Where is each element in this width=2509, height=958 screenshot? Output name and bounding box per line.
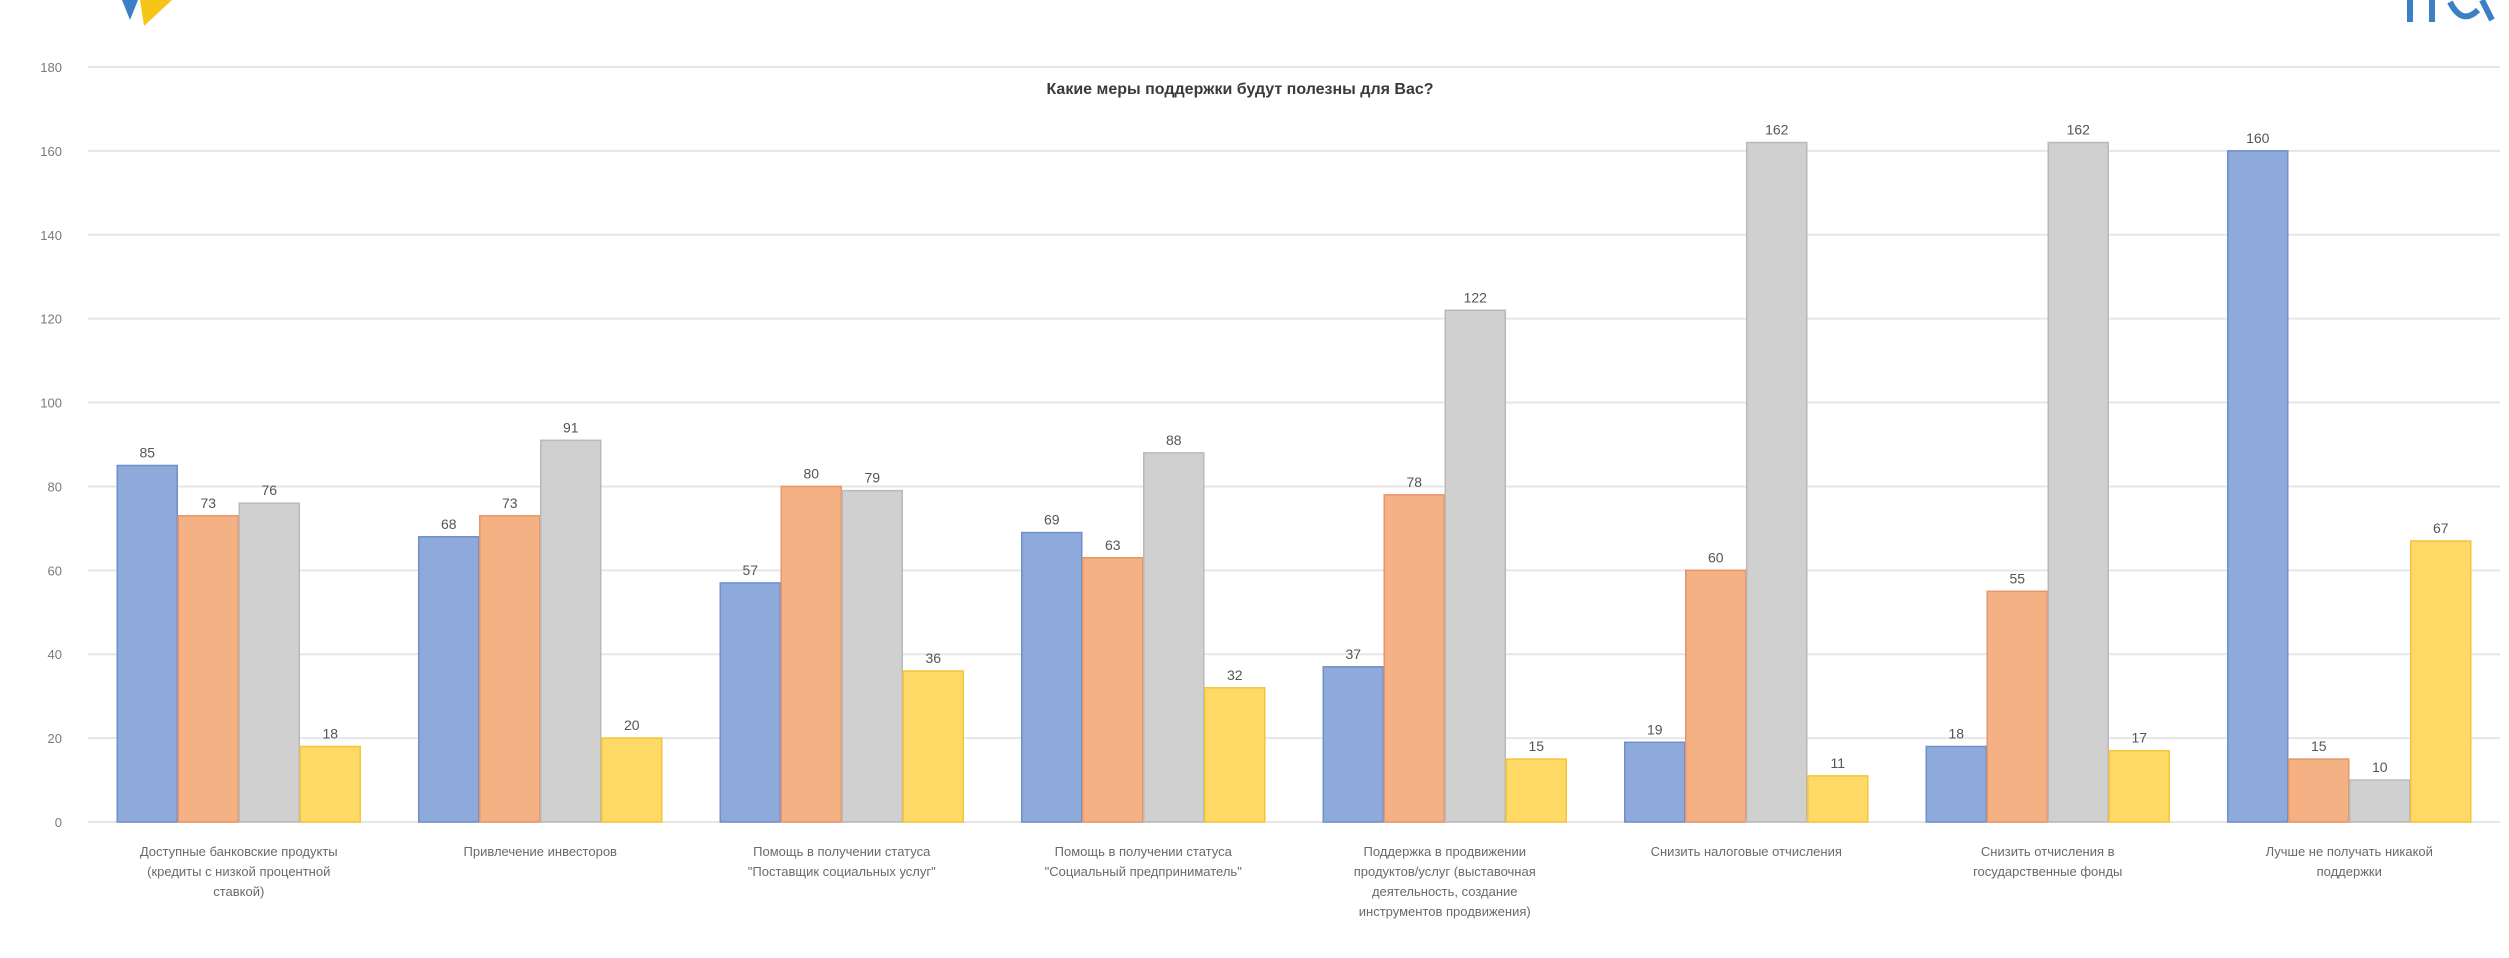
bar (1925, 745, 1987, 823)
bar (2349, 779, 2411, 823)
bar (1505, 758, 1567, 823)
data-label: 162 (1765, 122, 1789, 138)
data-label: 18 (1948, 726, 1964, 742)
data-label: 32 (1227, 667, 1243, 683)
data-label: 80 (803, 465, 819, 481)
logo-left-shape-blue (122, 0, 138, 20)
category-label: Лучше не получать никакой поддержки (2266, 844, 2433, 879)
y-tick-label: 140 (40, 228, 62, 243)
bar (2410, 540, 2472, 823)
logo-right (2407, 0, 2495, 22)
data-label: 15 (1528, 738, 1544, 754)
y-tick-label: 60 (48, 563, 62, 578)
data-label: 91 (563, 419, 579, 435)
bar (2288, 758, 2350, 823)
data-labels: 85 73 76 18 68 73 91 20 57 80 79 36 69 63 88 32 37 78 122 1… (139, 122, 2448, 776)
category-label: Доступные банковские продукты (кредиты с … (140, 844, 338, 899)
logo-right-arc (2447, 0, 2481, 20)
bar (1685, 569, 1747, 823)
data-label: 17 (2131, 730, 2147, 746)
category-label: Помощь в получении статуса "Поставщик соц… (748, 844, 936, 879)
data-label: 60 (1708, 549, 1724, 565)
data-label: 85 (139, 444, 155, 460)
bar (418, 536, 480, 823)
bar (1624, 741, 1686, 823)
chart-title: Какие меры поддержки будут полезны для В… (1046, 81, 1433, 98)
data-label: 122 (1464, 289, 1488, 305)
bar (1746, 141, 1808, 823)
data-label: 37 (1345, 646, 1361, 662)
bar (1143, 452, 1205, 823)
data-label: 78 (1406, 474, 1422, 490)
bar (177, 515, 239, 823)
category-label: Поддержка в продвижении продуктов/услуг (… (1354, 844, 1536, 919)
bar (2108, 749, 2170, 823)
bar (238, 502, 300, 823)
y-tick-label: 160 (40, 144, 62, 159)
data-label: 63 (1105, 537, 1121, 553)
bar (1444, 309, 1506, 823)
bar (719, 582, 781, 823)
bars (116, 141, 2472, 823)
bar (601, 737, 663, 823)
bar (1986, 590, 2048, 823)
data-label: 162 (2067, 122, 2091, 138)
data-label: 55 (2009, 570, 2025, 586)
data-label: 88 (1166, 432, 1182, 448)
data-label: 68 (441, 516, 457, 532)
y-tick-label: 0 (55, 815, 62, 830)
bar (1082, 557, 1144, 823)
bar (299, 745, 361, 823)
data-label: 57 (742, 562, 758, 578)
bar (540, 439, 602, 823)
bar (116, 464, 178, 823)
data-label: 73 (502, 495, 518, 511)
y-axis-ticks: 0 20 40 60 80 100 120 140 160 180 (40, 60, 62, 830)
bar (1204, 687, 1266, 823)
bar (1383, 494, 1445, 823)
data-label: 11 (1830, 755, 1845, 771)
data-label: 15 (2311, 738, 2327, 754)
data-label: 76 (261, 482, 277, 498)
logo-left-shape-yellow (140, 0, 172, 26)
data-label: 160 (2246, 130, 2270, 146)
bar (841, 489, 903, 823)
bar (2047, 141, 2109, 823)
y-tick-label: 20 (48, 731, 62, 746)
category-label: Привлечение инвесторов (464, 844, 618, 859)
logo-right-tail (2479, 0, 2495, 22)
bar (1322, 666, 1384, 823)
data-label: 67 (2433, 520, 2449, 536)
data-label: 19 (1647, 721, 1663, 737)
data-label: 79 (864, 470, 880, 486)
y-tick-label: 180 (40, 60, 62, 75)
y-tick-label: 120 (40, 312, 62, 327)
data-label: 36 (925, 650, 941, 666)
bar (902, 670, 964, 823)
category-label: Снизить отчисления в государственные фонд… (1973, 844, 2122, 879)
data-label: 73 (200, 495, 216, 511)
y-tick-label: 100 (40, 396, 62, 411)
bar (1021, 531, 1083, 823)
category-label: Снизить налоговые отчисления (1651, 844, 1842, 859)
data-label: 69 (1044, 512, 1060, 528)
data-label: 10 (2372, 759, 2388, 775)
data-label: 20 (624, 717, 640, 733)
y-tick-label: 40 (48, 647, 62, 662)
bar (479, 515, 541, 823)
data-label: 18 (322, 726, 338, 742)
y-tick-label: 80 (48, 479, 62, 494)
category-label: Помощь в получении статуса "Социальный пр… (1045, 844, 1243, 879)
category-labels: Доступные банковские продукты (кредиты с … (140, 844, 2433, 919)
logo-left (122, 0, 172, 26)
bar (780, 485, 842, 823)
bar (1807, 775, 1869, 823)
bar (2227, 150, 2289, 823)
